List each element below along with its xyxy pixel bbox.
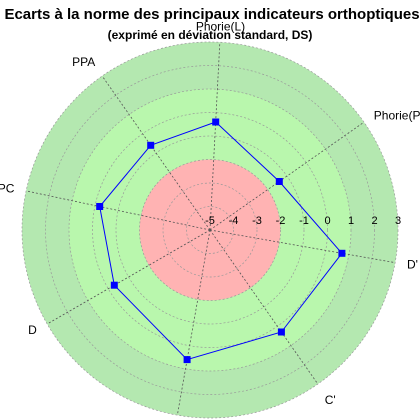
spoke <box>101 75 211 231</box>
tick-label: -3 <box>252 215 262 227</box>
grid-circles <box>21 41 399 419</box>
axis-label: D' <box>407 258 418 272</box>
grid-circle <box>68 88 352 372</box>
data-point <box>183 356 191 364</box>
tick-label: -5 <box>205 215 215 227</box>
grid-circle <box>139 159 281 301</box>
tick-label: 1 <box>348 215 354 227</box>
data-point <box>110 281 118 289</box>
axis-label: PPC <box>0 181 15 195</box>
tick-label: 2 <box>371 215 377 227</box>
tick-label: -2 <box>276 215 286 227</box>
grid-circle <box>45 65 375 395</box>
axis-label: Phorie(P) <box>374 108 420 122</box>
grid-circle <box>115 135 305 325</box>
data-point <box>277 328 285 336</box>
axis-label: C' <box>325 393 336 407</box>
tick-label: -4 <box>229 215 239 227</box>
spoke <box>209 229 396 264</box>
series-layer <box>96 118 346 364</box>
grid-circle <box>21 41 399 419</box>
axis-label: PPA <box>72 55 95 69</box>
axis-label: Phorie(L) <box>196 19 245 33</box>
radial-tick-labels: -5 -4 -3 -2 -1 0 1 2 3 <box>205 215 401 227</box>
spoke <box>46 229 211 325</box>
spoke <box>209 42 221 231</box>
spoke <box>176 229 211 416</box>
axis-spokes <box>26 42 396 416</box>
axis-labels: D'Phorie(P)Phorie(L)PPAPPCDCC' <box>0 19 420 407</box>
data-point <box>96 203 104 210</box>
spoke <box>26 190 211 231</box>
data-point <box>275 178 283 185</box>
grid-circle <box>162 182 258 278</box>
spoke <box>209 229 319 385</box>
tick-label: 0 <box>324 215 330 227</box>
chart-subtitle: (exprimé en déviation standard, DS) <box>108 28 313 42</box>
data-point <box>338 249 346 257</box>
data-point <box>212 118 220 126</box>
data-point <box>147 141 155 149</box>
tick-label: 3 <box>395 215 401 227</box>
axis-label: D <box>28 323 37 337</box>
grid-circle <box>186 206 234 254</box>
grid-circle <box>92 112 328 348</box>
spoke <box>209 121 365 231</box>
tick-label: -1 <box>299 215 309 227</box>
chart-title: Ecarts à la norme des principaux indicat… <box>4 6 419 23</box>
